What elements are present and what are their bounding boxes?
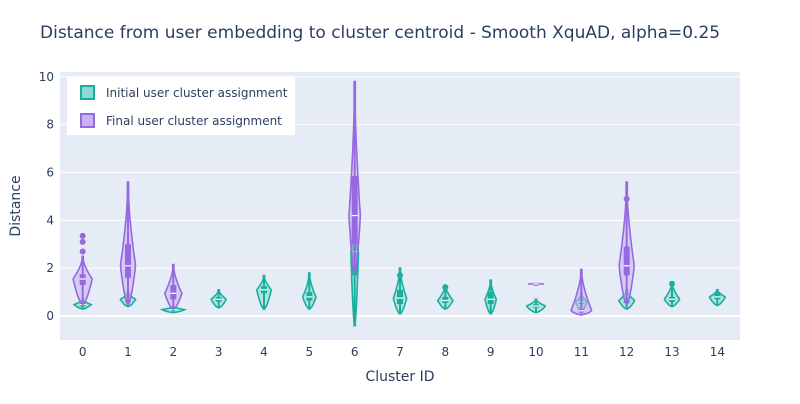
violin-iqr-box [125,244,131,278]
x-tick-label: 5 [306,345,314,359]
x-tick-label: 13 [664,345,679,359]
violin-iqr-box [623,246,630,276]
legend-label-initial: Initial user cluster assignment [106,86,288,100]
y-tick-label: 10 [39,70,54,84]
violin-outlier [397,272,403,279]
x-tick-label: 0 [79,345,87,359]
y-axis-label: Distance [8,175,24,236]
violin-outlier [79,248,86,255]
violin-outlier [623,195,630,202]
x-tick-label: 12 [619,345,634,359]
violin-outlier [79,232,86,239]
legend-background [67,77,295,135]
violin-iqr-box [397,289,403,305]
x-tick-label: 4 [260,345,268,359]
x-tick-label: 6 [351,345,359,359]
violin-outlier [669,280,675,287]
x-tick-label: 1 [124,345,132,359]
x-tick-label: 14 [710,345,725,359]
y-tick-label: 8 [46,118,54,132]
violin-outlier [442,284,449,291]
y-tick-label: 2 [46,261,54,275]
y-axis-ticks: 0 2 4 6 8 10 [39,70,54,323]
x-tick-label: 3 [215,345,223,359]
x-tick-label: 9 [487,345,495,359]
y-tick-label: 0 [46,309,54,323]
legend-item-initial[interactable]: Initial user cluster assignment [80,85,288,100]
legend-label-final: Final user cluster assignment [106,114,282,128]
x-axis-ticks: 0 1 2 3 4 5 6 7 8 9 10 11 12 13 14 [79,345,725,359]
violins [72,80,727,327]
violin-iqr-box [170,284,177,300]
y-tick-label: 6 [46,166,54,180]
legend-item-final[interactable]: Final user cluster assignment [80,113,282,128]
x-tick-label: 2 [170,345,178,359]
x-tick-label: 11 [574,345,589,359]
violin-iqr-box [533,283,539,286]
x-tick-label: 10 [528,345,543,359]
violin-outlier [79,238,86,245]
violin-iqr-box [487,292,494,305]
legend-swatch-final [80,113,95,128]
legend: Initial user cluster assignment Final us… [67,77,295,135]
x-axis-label: Cluster ID [365,369,434,385]
legend-swatch-initial [80,85,95,100]
x-tick-label: 8 [442,345,450,359]
x-tick-label: 7 [396,345,404,359]
chart-title: Distance from user embedding to cluster … [40,23,720,43]
violin-iqr-box [351,176,358,245]
y-tick-label: 4 [46,213,54,227]
series-final [72,80,635,316]
